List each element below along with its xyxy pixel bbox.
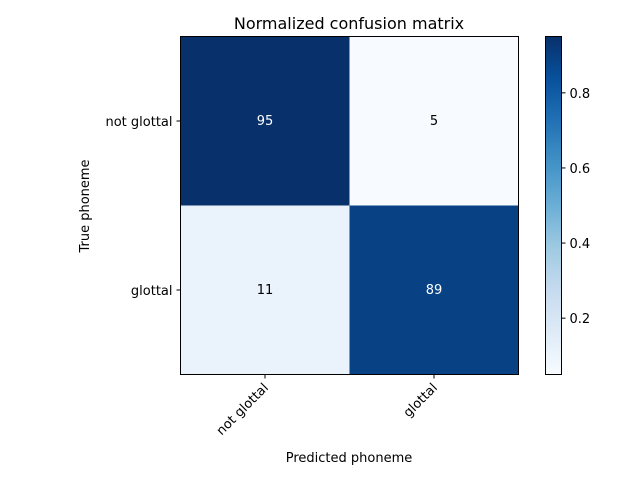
matrix-cell	[180, 36, 350, 206]
x-tick-label: not glottal	[214, 381, 272, 439]
matrix-cell	[349, 205, 519, 375]
x-axis-ticks: not glottal glottal	[214, 374, 441, 439]
colorbar-tick-label: 0.4	[570, 237, 591, 252]
chart-title: Normalized confusion matrix	[234, 14, 464, 33]
matrix-cell-label: 5	[430, 114, 438, 129]
matrix-cell-labels: 95 5 11 89	[257, 114, 443, 298]
colorbar	[545, 36, 562, 375]
colorbar-tick-label: 0.8	[570, 87, 591, 102]
x-axis-label: Predicted phoneme	[286, 451, 413, 466]
y-tick-label: not glottal	[105, 115, 172, 130]
colorbar-ticks: 0.2 0.4 0.6 0.8	[561, 87, 591, 327]
plot-frame	[180, 36, 519, 375]
y-axis-ticks: not glottal glottal	[105, 115, 181, 299]
matrix-cell-label: 89	[426, 283, 443, 298]
matrix-cell-label: 11	[257, 283, 274, 298]
colorbar-tick-label: 0.6	[570, 162, 591, 177]
matrix-cell	[180, 205, 350, 375]
y-tick-label: glottal	[131, 284, 173, 299]
x-tick-label: glottal	[401, 381, 441, 421]
matrix-cell	[349, 36, 519, 206]
colorbar-tick-label: 0.2	[570, 312, 591, 327]
y-axis-label: True phoneme	[78, 159, 93, 253]
matrix-cells	[180, 36, 519, 375]
matrix-cell-label: 95	[257, 114, 274, 129]
